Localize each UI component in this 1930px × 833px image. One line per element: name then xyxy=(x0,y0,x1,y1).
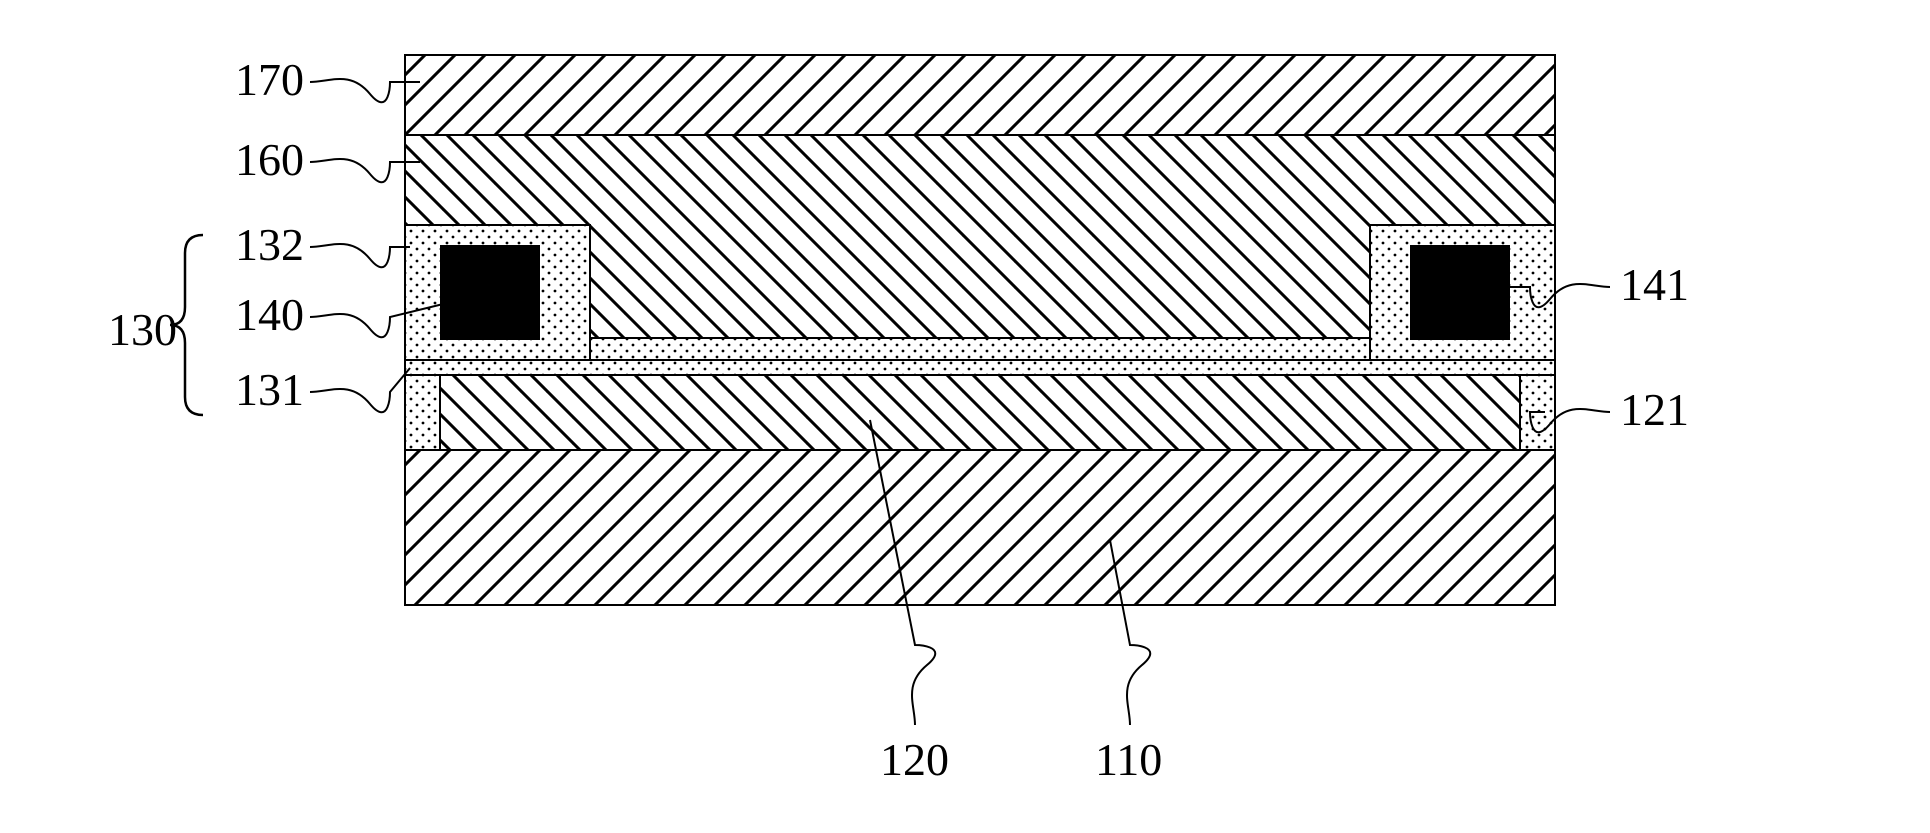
layer-132-strip xyxy=(590,338,1370,360)
layer-110 xyxy=(405,450,1555,605)
leader-l170 xyxy=(310,79,420,102)
layer-170 xyxy=(405,55,1555,135)
label-110: 110 xyxy=(1095,734,1162,785)
leader-l131 xyxy=(310,368,410,412)
label-120: 120 xyxy=(880,734,949,785)
label-130: 130 xyxy=(108,304,177,355)
element-140 xyxy=(440,245,540,340)
layer-121-left xyxy=(405,375,440,450)
layer-131 xyxy=(405,360,1555,375)
cross-section-diagram: 170 160 132 140 131 130 141 121 120 110 xyxy=(0,0,1930,833)
leader-l160 xyxy=(310,159,420,182)
label-121: 121 xyxy=(1620,384,1689,435)
label-160: 160 xyxy=(235,134,304,185)
label-140: 140 xyxy=(235,289,304,340)
label-170: 170 xyxy=(235,54,304,105)
layer-120 xyxy=(440,375,1520,450)
label-132: 132 xyxy=(235,219,304,270)
label-141: 141 xyxy=(1620,259,1689,310)
label-131: 131 xyxy=(235,364,304,415)
element-141 xyxy=(1410,245,1510,340)
leader-l132 xyxy=(310,244,410,267)
